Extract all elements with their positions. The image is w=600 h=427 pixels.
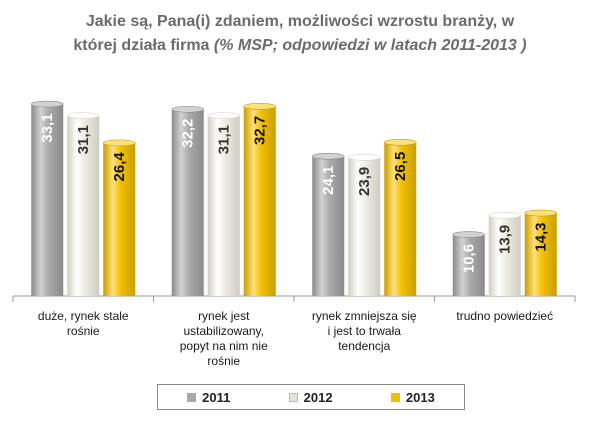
bar-cap-2011-0	[30, 100, 64, 108]
data-label-2012-3: 13,9	[497, 225, 514, 254]
legend-swatch-2011	[187, 392, 197, 402]
bar-cap-2012-1	[207, 112, 241, 119]
category-label-1: rynek jest ustabilizowany, popyt na nim ni…	[180, 309, 268, 368]
title-subtitle: (% MSP; odpowiedzi w latach 2011-2013 )	[213, 37, 527, 54]
category-label-line: i jest to trwała	[328, 324, 402, 338]
bar-cap-2012-2	[347, 154, 381, 161]
data-label-2013-0: 26,4	[111, 152, 128, 182]
category-label-line: rynek jest	[198, 309, 250, 323]
title-line-2: której działa firma	[73, 37, 214, 54]
bar-2012-1	[207, 115, 240, 297]
bar-cap-2011-1	[171, 105, 205, 113]
category-label-line: rośnie	[67, 324, 100, 338]
bar-cap-2013-0	[102, 139, 136, 147]
bar-cap-2013-1	[243, 103, 277, 110]
chart-title: Jakie są, Pana(i) zdaniem, możliwości wz…	[0, 10, 600, 58]
category-label-line: trudno powiedzieć	[456, 309, 553, 323]
legend-label-2011: 2011	[202, 389, 231, 405]
bar-2013-2	[384, 142, 417, 296]
data-label-2012-1: 31,1	[216, 125, 233, 154]
data-label-2013-1: 32,7	[252, 116, 269, 145]
data-label-2013-3: 14,3	[533, 222, 550, 251]
data-label-2012-0: 31,1	[75, 125, 92, 154]
data-label-2012-2: 23,9	[356, 167, 373, 196]
bar-cap-2011-2	[311, 152, 345, 160]
legend-label-2012: 2012	[303, 389, 333, 405]
bar-2013-0	[103, 142, 136, 296]
bar-cap-2012-0	[66, 112, 100, 119]
bar-2012-0	[67, 115, 100, 297]
category-label-line: tendencja	[338, 339, 390, 353]
category-label-0: duże, rynek stale rośnie	[38, 309, 129, 338]
category-label-3: trudno powiedzieć	[456, 309, 553, 323]
bar-2012-3	[488, 215, 521, 296]
bar-cap-2013-3	[524, 209, 558, 217]
bar-cap-2012-3	[488, 212, 522, 219]
category-label-line: duże, rynek stale	[38, 309, 129, 323]
category-label-line: ustabilizowany,	[184, 324, 264, 338]
category-label-line: rynek zmniejsza się	[312, 309, 417, 323]
category-label-2: rynek zmniejsza się i jest to trwała tende…	[312, 309, 417, 353]
bar-cap-2011-3	[452, 231, 486, 238]
data-label-2011-3: 10,6	[461, 244, 478, 273]
title-line-1: Jakie są, Pana(i) zdaniem, możliwości wz…	[85, 13, 515, 30]
bar-cap-2013-2	[383, 139, 417, 146]
legend-swatch-2013	[390, 392, 400, 402]
data-label-2011-2: 24,1	[320, 166, 337, 195]
category-label-line: rośnie	[207, 354, 240, 368]
category-label-line: popyt na nim nie	[180, 339, 268, 353]
bar-2011-1	[171, 109, 204, 297]
legend-item-2013: 2013	[390, 389, 435, 405]
bar-2011-2	[312, 156, 345, 296]
legend-item-2012: 2012	[288, 389, 333, 405]
legend-label-2013: 2013	[405, 389, 435, 405]
bar-2011-0	[31, 104, 64, 297]
data-label-2011-1: 32,2	[180, 119, 197, 148]
legend-item-2011: 2011	[187, 390, 230, 405]
bar-2011-3	[452, 234, 485, 296]
bar-2013-3	[524, 213, 557, 296]
bar-2012-2	[348, 157, 381, 296]
legend: 2011 2012 2013	[157, 384, 465, 410]
data-label-2013-2: 26,5	[392, 152, 409, 181]
bar-2013-1	[243, 106, 276, 296]
legend-swatch-2012	[288, 392, 298, 402]
data-label-2011-0: 33,1	[39, 113, 56, 142]
